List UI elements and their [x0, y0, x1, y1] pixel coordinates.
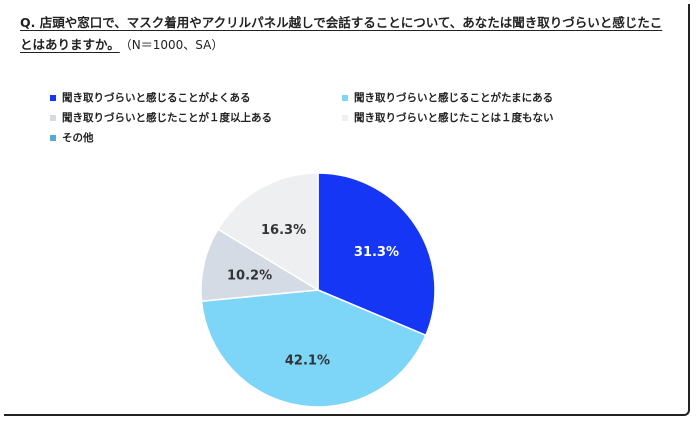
legend-item-sometimes: 聞き取りづらいと感じることがたまにある — [342, 90, 553, 105]
legend-item-often: 聞き取りづらいと感じることがよくある — [50, 90, 250, 105]
legend-label: 聞き取りづらいと感じることがたまにある — [354, 92, 554, 104]
legend-label: 聞き取りづらいと感じたことは１度もない — [354, 112, 554, 124]
pie-slice-2 — [200, 228, 321, 303]
legend-swatch — [342, 114, 348, 121]
legend-swatch — [342, 94, 348, 101]
pie-slice-3 — [216, 172, 319, 292]
pie-data-label-0: 31.3% — [354, 245, 399, 260]
legend-label: 聞き取りづらいと感じたことが１度以上ある — [62, 112, 272, 124]
legend-item-other: その他 — [50, 130, 94, 145]
legend-label: 聞き取りづらいと感じることがよくある — [62, 92, 251, 104]
pie-data-label-1: 42.1% — [285, 353, 330, 368]
legend-swatch — [50, 114, 56, 121]
legend-swatch — [50, 94, 56, 101]
pie-slice-0 — [317, 172, 436, 337]
pie-data-label-2: 10.2% — [227, 268, 272, 283]
question-text: Q. 店頭や窓口で、マスク着用やアクリルパネル越しで会話することについて、あなた… — [20, 12, 680, 56]
legend-label: その他 — [62, 132, 94, 144]
question-meta: （N＝1000、SA） — [125, 38, 224, 52]
legend-item-never: 聞き取りづらいと感じたことは１度もない — [342, 110, 554, 125]
question-line-2: とはありますか。 — [20, 37, 120, 52]
pie-slice-1 — [200, 289, 427, 408]
chart-frame — [4, 4, 690, 416]
pie-slices — [200, 172, 436, 408]
pie-labels: 31.3% 42.1% 10.2% 16.3% — [227, 223, 399, 369]
legend-swatch — [50, 134, 56, 141]
pie-data-label-3: 16.3% — [261, 223, 306, 238]
legend-item-once-or-more: 聞き取りづらいと感じたことが１度以上ある — [50, 110, 272, 125]
question-line-1: Q. 店頭や窓口で、マスク着用やアクリルパネル越しで会話することについて、あなた… — [20, 15, 663, 30]
